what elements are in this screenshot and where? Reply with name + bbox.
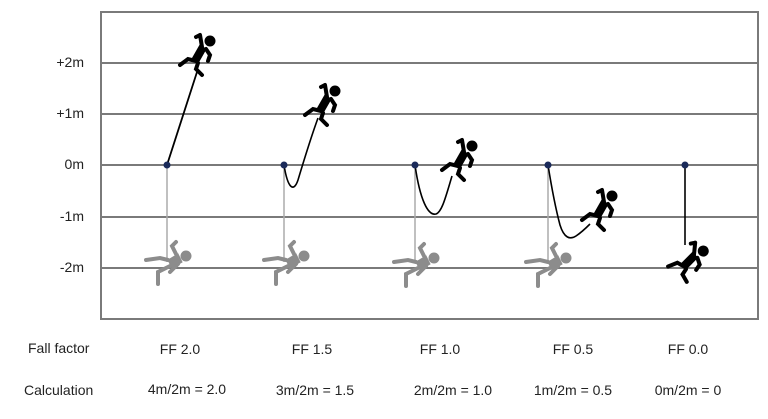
calc-value-2-0: 4m/2m = 2.0	[147, 381, 227, 397]
y-label-0m: 0m	[64, 156, 84, 172]
gridline-0m	[100, 164, 759, 166]
fallen-climber-icon	[392, 242, 441, 288]
row-label-calculation: Calculation	[24, 382, 94, 398]
scenario-ff-0-0	[663, 161, 712, 288]
calc-value-0-0: 0m/2m = 0	[654, 382, 722, 398]
calc-value-1-5: 3m/2m = 1.5	[275, 382, 355, 398]
scenario-ff-2-0	[144, 33, 217, 286]
rope	[283, 117, 319, 188]
scenario-ff-1-5	[262, 83, 342, 286]
fallen-climber-icon	[262, 240, 311, 286]
climber-icon	[580, 188, 619, 232]
anchor-icon	[163, 161, 171, 169]
y-label-minus-1m: -1m	[59, 208, 84, 224]
anchor-icon	[280, 161, 288, 169]
y-label-plus-2m: +2m	[56, 54, 84, 70]
calc-value-0-5: 1m/2m = 0.5	[533, 382, 613, 398]
ff-value-0-5: FF 0.5	[552, 341, 594, 357]
rope	[166, 71, 198, 166]
anchor-icon	[544, 161, 552, 169]
gridline-minus-1m	[100, 216, 759, 218]
gridline-plus-2m	[100, 62, 759, 64]
anchor-icon	[411, 161, 419, 169]
climber-icon	[663, 235, 712, 288]
ff-value-1-5: FF 1.5	[291, 341, 333, 357]
gridline-minus-2m	[100, 267, 759, 269]
climber-icon	[303, 83, 342, 127]
rope	[414, 164, 453, 215]
climber-icon	[178, 33, 217, 77]
rope	[547, 164, 591, 239]
calc-value-1-0: 2m/2m = 1.0	[413, 382, 493, 398]
anchor-icon	[681, 161, 689, 169]
gridline-plus-1m	[100, 113, 759, 115]
scenario-ff-0-5	[524, 161, 619, 288]
row-label-fall-factor: Fall factor	[28, 340, 90, 356]
ff-value-0-0: FF 0.0	[667, 341, 709, 357]
fallen-climber-icon	[144, 240, 193, 286]
y-label-plus-1m: +1m	[56, 105, 84, 121]
ff-value-2-0: FF 2.0	[159, 341, 201, 357]
scenario-ff-1-0	[392, 138, 479, 288]
y-label-minus-2m: -2m	[59, 259, 84, 275]
climber-icon	[440, 138, 479, 182]
ff-value-1-0: FF 1.0	[419, 341, 461, 357]
